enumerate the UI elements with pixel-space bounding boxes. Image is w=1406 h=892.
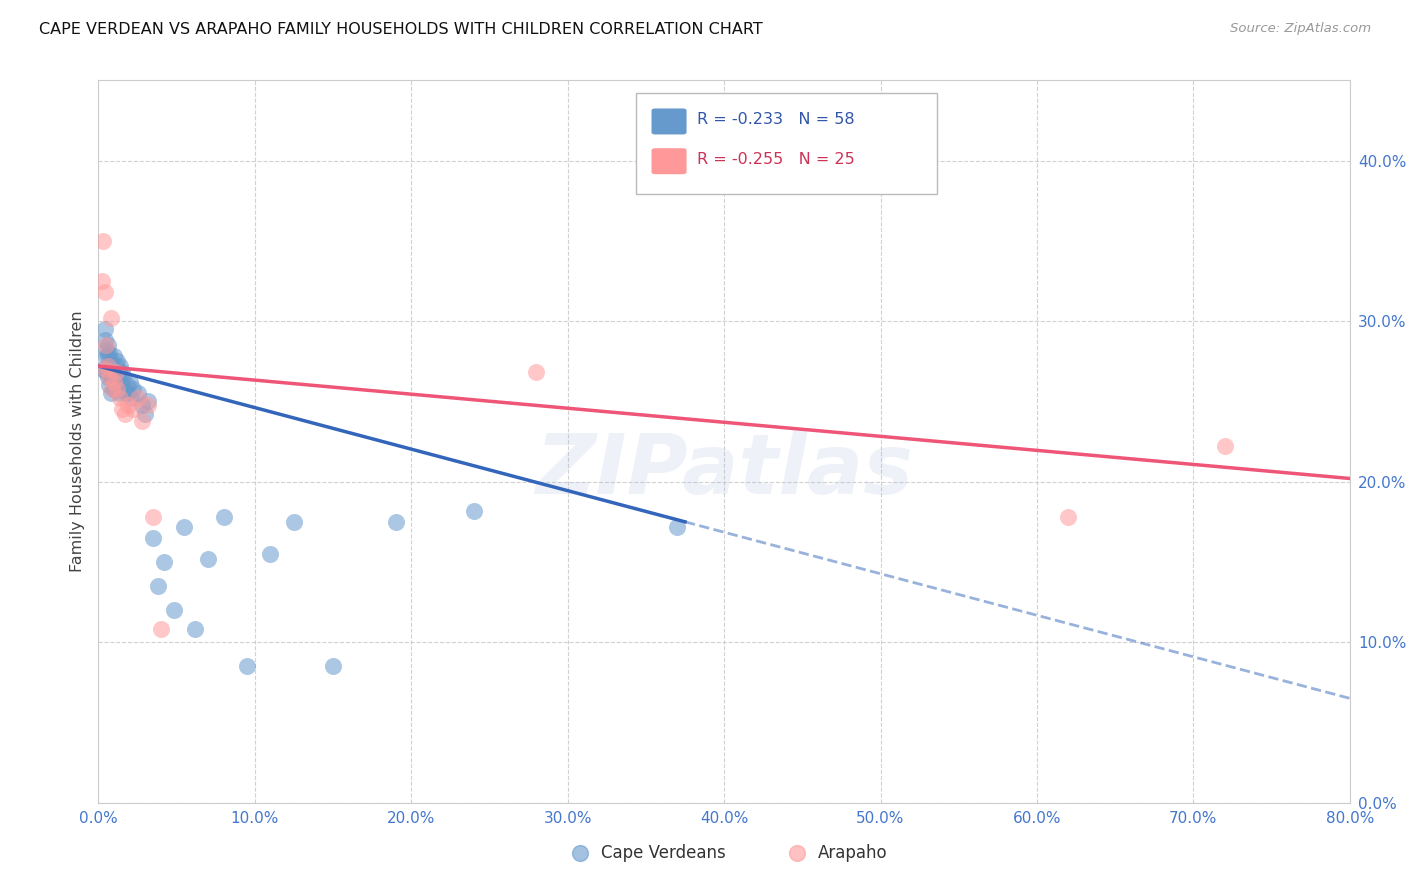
- Point: [384, 515, 406, 529]
- Text: R = -0.233   N = 58: R = -0.233 N = 58: [696, 112, 855, 127]
- Point: [138, 398, 160, 412]
- Point: [104, 359, 127, 373]
- Point: [103, 350, 125, 364]
- Point: [104, 375, 127, 389]
- Point: [121, 382, 143, 396]
- Point: [97, 359, 120, 373]
- Point: [127, 386, 149, 401]
- Point: [111, 402, 134, 417]
- Text: Arapaho: Arapaho: [818, 845, 887, 863]
- Point: [100, 386, 122, 401]
- Point: [91, 362, 114, 376]
- Point: [118, 375, 141, 389]
- Point: [105, 382, 128, 396]
- Point: [114, 386, 136, 401]
- Point: [98, 370, 121, 384]
- Point: [146, 579, 169, 593]
- Point: [93, 362, 115, 376]
- Point: [98, 378, 121, 392]
- Point: [173, 519, 195, 533]
- Point: [100, 310, 122, 325]
- Text: Source: ZipAtlas.com: Source: ZipAtlas.com: [1230, 22, 1371, 36]
- Point: [197, 551, 219, 566]
- Point: [120, 391, 142, 405]
- FancyBboxPatch shape: [651, 109, 686, 135]
- Text: CAPE VERDEAN VS ARAPAHO FAMILY HOUSEHOLDS WITH CHILDREN CORRELATION CHART: CAPE VERDEAN VS ARAPAHO FAMILY HOUSEHOLD…: [39, 22, 763, 37]
- Point: [463, 503, 485, 517]
- Point: [110, 359, 132, 373]
- Point: [101, 362, 124, 376]
- Point: [259, 547, 281, 561]
- Point: [283, 515, 305, 529]
- FancyBboxPatch shape: [651, 148, 686, 174]
- Point: [112, 370, 135, 384]
- Point: [526, 366, 548, 380]
- Point: [1213, 439, 1236, 453]
- Text: Cape Verdeans: Cape Verdeans: [602, 845, 727, 863]
- Point: [90, 274, 112, 288]
- Point: [107, 366, 129, 380]
- Y-axis label: Family Households with Children: Family Households with Children: [69, 310, 84, 573]
- Point: [117, 386, 139, 401]
- Point: [236, 659, 259, 673]
- Point: [184, 623, 207, 637]
- Point: [212, 510, 235, 524]
- Point: [121, 402, 143, 417]
- Point: [97, 350, 120, 364]
- Point: [110, 391, 132, 405]
- Point: [96, 366, 118, 380]
- Point: [134, 407, 156, 421]
- Point: [127, 391, 149, 405]
- Point: [111, 378, 134, 392]
- Point: [107, 386, 129, 401]
- Point: [93, 322, 115, 336]
- Point: [103, 375, 125, 389]
- Point: [105, 382, 128, 396]
- Point: [142, 531, 165, 545]
- Point: [150, 623, 173, 637]
- Point: [111, 366, 134, 380]
- Point: [117, 398, 139, 412]
- Point: [103, 382, 125, 396]
- Point: [91, 234, 114, 248]
- Point: [96, 338, 118, 352]
- Point: [138, 394, 160, 409]
- Text: R = -0.255   N = 25: R = -0.255 N = 25: [696, 152, 855, 167]
- Point: [100, 354, 122, 368]
- Point: [153, 555, 176, 569]
- Point: [97, 370, 120, 384]
- Point: [98, 346, 121, 360]
- Point: [96, 343, 118, 357]
- Point: [104, 366, 127, 380]
- Point: [96, 350, 118, 364]
- Point: [110, 375, 132, 389]
- FancyBboxPatch shape: [637, 93, 936, 194]
- Point: [131, 398, 153, 412]
- Point: [112, 382, 135, 396]
- Point: [105, 354, 128, 368]
- Point: [105, 370, 128, 384]
- Text: ZIPatlas: ZIPatlas: [536, 430, 912, 511]
- Point: [93, 334, 115, 348]
- Point: [322, 659, 344, 673]
- Point: [666, 519, 689, 533]
- Point: [115, 378, 138, 392]
- Point: [100, 366, 122, 380]
- Point: [93, 285, 115, 300]
- Point: [103, 366, 125, 380]
- Point: [114, 407, 136, 421]
- Point: [142, 510, 165, 524]
- Point: [101, 382, 124, 396]
- Point: [97, 338, 120, 352]
- Point: [1057, 510, 1080, 524]
- Point: [98, 359, 121, 373]
- Point: [162, 603, 184, 617]
- Point: [101, 370, 124, 384]
- Point: [131, 414, 153, 428]
